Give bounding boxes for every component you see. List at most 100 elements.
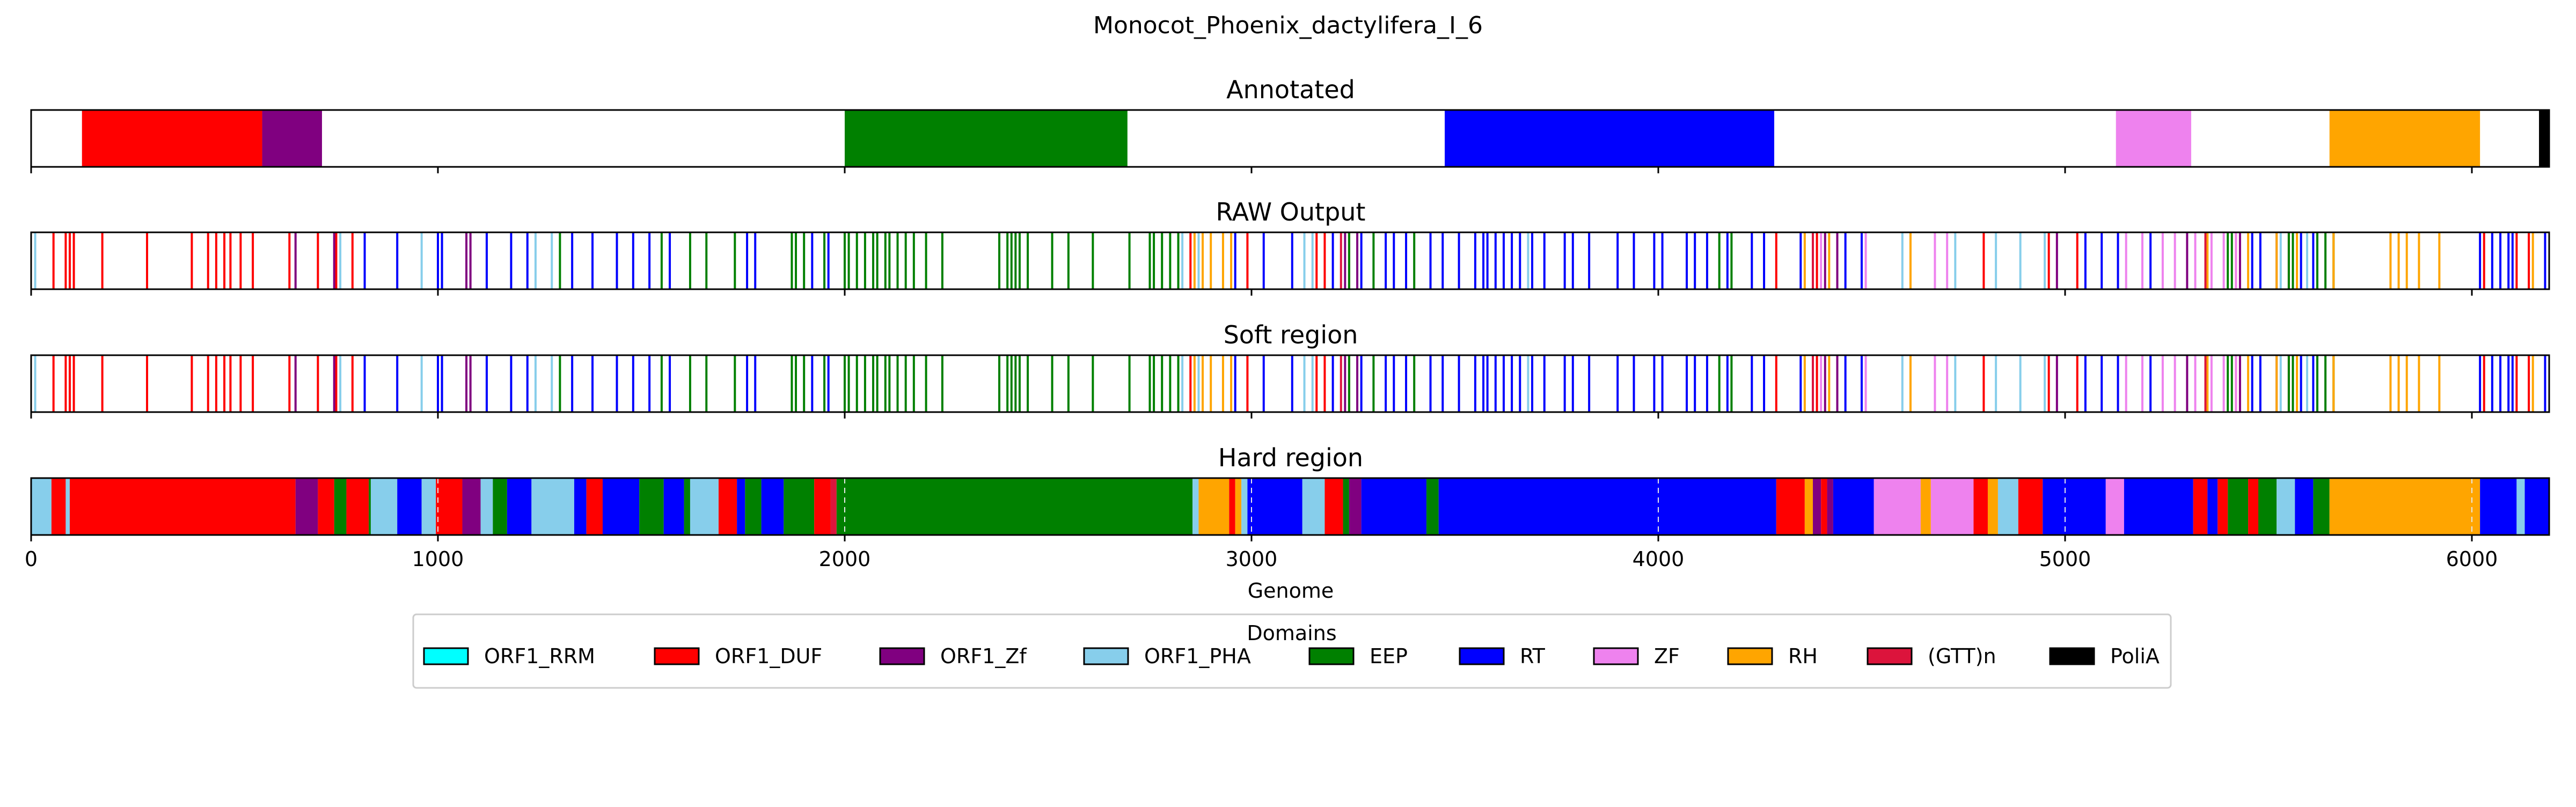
x-tick-label: 5000 xyxy=(2039,547,2091,571)
segment-orf1-duf xyxy=(436,478,463,535)
legend-swatch xyxy=(1727,647,1773,665)
segment-orf1-duf xyxy=(1324,478,1343,535)
segment-orf1-duf xyxy=(814,478,831,535)
panel-frame xyxy=(30,109,2550,168)
legend-label: PoliA xyxy=(2110,644,2160,668)
segment-orf1-zf xyxy=(295,478,318,535)
segment-eep xyxy=(334,478,347,535)
legend-swatch xyxy=(1867,647,1913,665)
legend-label: RT xyxy=(1520,644,1546,668)
segment-zf xyxy=(2116,110,2191,167)
segment-zf xyxy=(2105,478,2124,535)
chart-title: Monocot_Phoenix_dactylifera_I_6 xyxy=(1093,12,1483,39)
segment-orf1-duf xyxy=(2248,478,2259,535)
segment-eep xyxy=(684,478,690,535)
legend-entries: ORF1_RRM ORF1_DUF ORF1_Zf ORF1_PHA EEP RT ZF RH… xyxy=(423,644,2160,668)
panel-raw-output: RAW Output xyxy=(30,197,2550,296)
panel-frame xyxy=(30,354,2550,413)
legend-entry-eep: EEP xyxy=(1308,644,1408,668)
x-tick-label: 2000 xyxy=(819,547,871,571)
segment-rt xyxy=(2207,478,2218,535)
panel-soft-region: Soft region xyxy=(30,320,2550,419)
panel-title: Soft region xyxy=(1224,320,1358,349)
legend-entry-rh: RH xyxy=(1727,644,1818,668)
segment-orf1-pha xyxy=(531,478,574,535)
legend-label: (GTT)n xyxy=(1928,644,1996,668)
segment-rt xyxy=(761,478,784,535)
panel-title: RAW Output xyxy=(1216,197,1366,226)
segment-polia xyxy=(2539,110,2549,167)
segment-orf1-zf xyxy=(1349,478,1362,535)
segment-rh xyxy=(1920,478,1931,535)
segment-rt xyxy=(1247,478,1302,535)
legend-entry-orf1-zf: ORF1_Zf xyxy=(879,644,1027,668)
panels: Annotated RAW Output Soft region Hard regio… xyxy=(30,75,2550,541)
segment-eep xyxy=(784,478,815,535)
segment-rh xyxy=(2329,478,2480,535)
segment-zf xyxy=(1874,478,1921,535)
segment-orf1-duf xyxy=(318,478,334,535)
segment-rt xyxy=(2124,478,2193,535)
legend-label: ORF1_PHA xyxy=(1144,644,1251,668)
segment-rh xyxy=(1987,478,1998,535)
segment-orf1-zf xyxy=(262,110,322,167)
segment-orf1-duf xyxy=(346,478,369,535)
segment-rt xyxy=(1438,478,1776,535)
segment-orf1-pha xyxy=(370,478,398,535)
segment-rt xyxy=(1833,478,1874,535)
segment-orf1-pha xyxy=(1192,478,1199,535)
legend-entry-polia: PoliA xyxy=(2049,644,2160,668)
segment-rt xyxy=(2043,478,2106,535)
segment-eep xyxy=(844,110,1128,167)
segment-zf xyxy=(1930,478,1974,535)
legend-label: ORF1_RRM xyxy=(484,644,595,668)
segment-rt xyxy=(574,478,587,535)
legend-label: ZF xyxy=(1654,644,1680,668)
segment-orf1-duf xyxy=(719,478,737,535)
segment-rt xyxy=(2524,478,2549,535)
legend-swatch xyxy=(1459,647,1505,665)
segment-rt xyxy=(397,478,422,535)
segment-orf1-duf xyxy=(70,478,296,535)
segment-rt xyxy=(602,478,640,535)
legend-entry-orf1-pha: ORF1_PHA xyxy=(1083,644,1251,668)
segment-orf1-pha xyxy=(1997,478,2018,535)
segment-eep xyxy=(2258,478,2277,535)
segment-orf1-duf xyxy=(1821,478,1827,535)
legend-label: ORF1_DUF xyxy=(715,644,822,668)
x-tick-label: 1000 xyxy=(412,547,464,571)
legend-entry-orf1-rrm: ORF1_RRM xyxy=(423,644,595,668)
segment-rt xyxy=(1445,110,1775,167)
segment-orf1-duf xyxy=(2193,478,2208,535)
legend-swatch xyxy=(879,647,925,665)
segment-eep xyxy=(745,478,762,535)
panel-frame xyxy=(30,477,2550,536)
segment-orf1-pha xyxy=(421,478,436,535)
segment-rt xyxy=(737,478,745,535)
segment-eep xyxy=(1426,478,1439,535)
segment-rh xyxy=(1235,478,1242,535)
segment-orf1-pha xyxy=(1241,478,1248,535)
legend-swatch xyxy=(1308,647,1355,665)
x-tick-label: 4000 xyxy=(1633,547,1685,571)
panel-frame xyxy=(30,231,2550,290)
segment-orf1-zf xyxy=(1827,478,1833,535)
segment-rh xyxy=(2329,110,2480,167)
segment-rt xyxy=(2480,478,2517,535)
segment-orf1-duf xyxy=(51,478,66,535)
segment-orf1-duf xyxy=(2018,478,2043,535)
x-tick-label: 0 xyxy=(25,547,38,571)
segment-rh xyxy=(1804,478,1813,535)
legend-title: Domains xyxy=(1247,621,1336,645)
x-tick-label: 6000 xyxy=(2446,547,2498,571)
legend-label: ORF1_Zf xyxy=(940,644,1027,668)
legend-entry-rt: RT xyxy=(1459,644,1546,668)
segment-orf1-pha xyxy=(1302,478,1325,535)
legend-swatch xyxy=(654,647,700,665)
segment-eep xyxy=(1343,478,1349,535)
legend-entry-zf: ZF xyxy=(1593,644,1680,668)
segment-orf1-pha xyxy=(2516,478,2525,535)
panel-title: Annotated xyxy=(1226,75,1355,104)
segment-orf1-zf xyxy=(462,478,481,535)
